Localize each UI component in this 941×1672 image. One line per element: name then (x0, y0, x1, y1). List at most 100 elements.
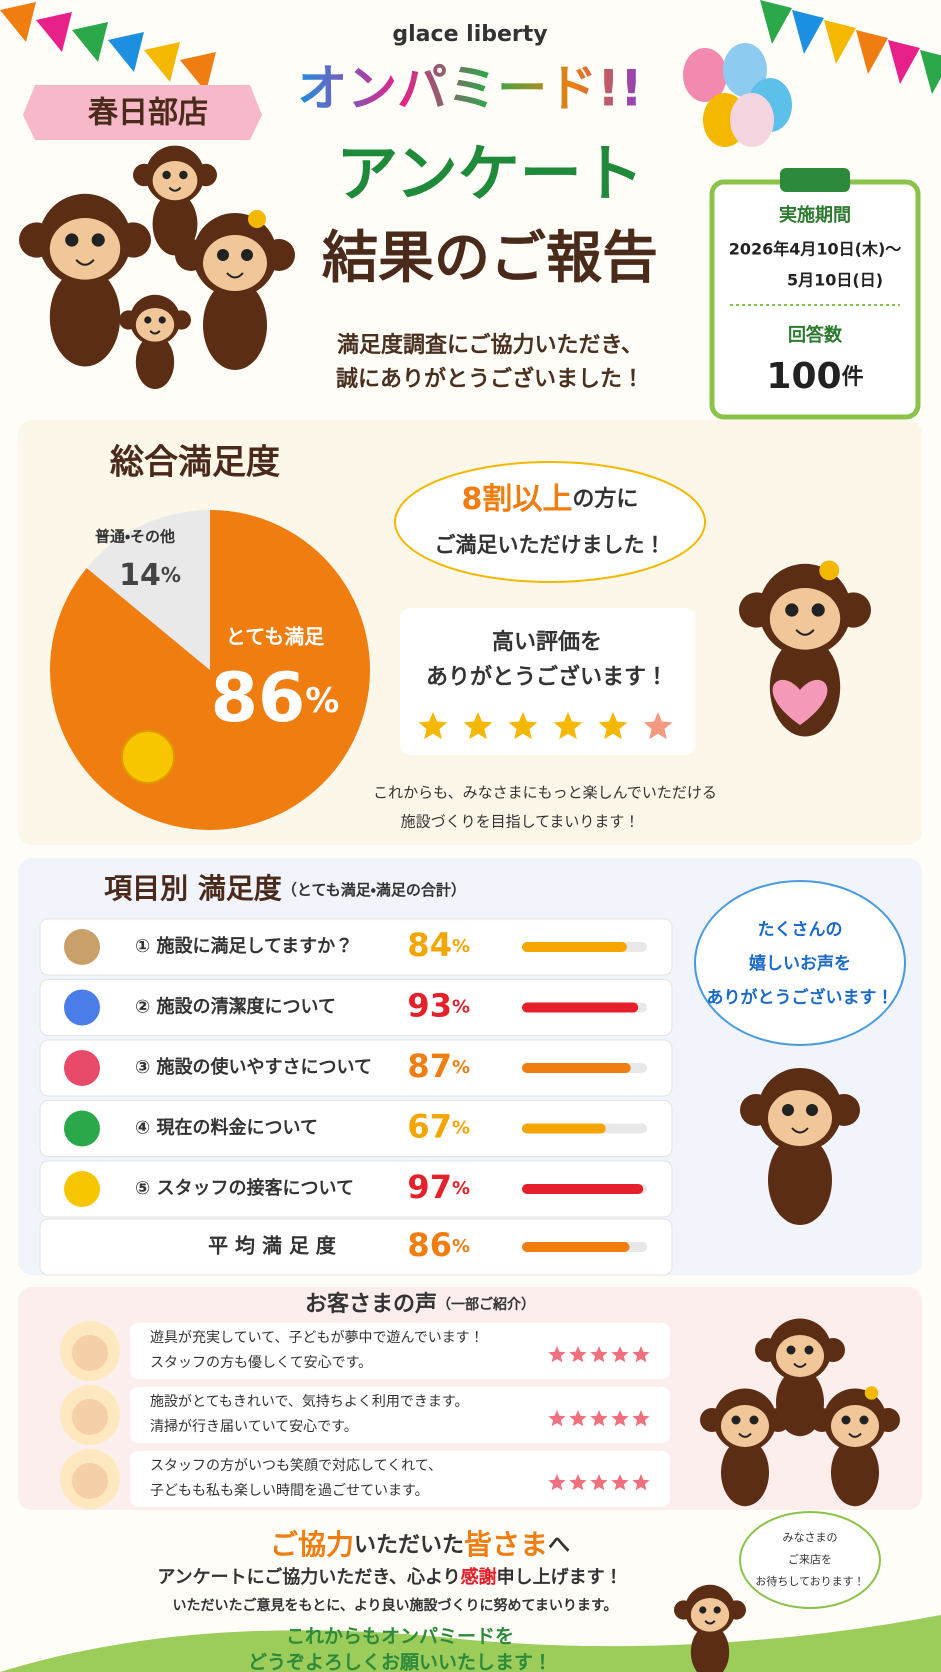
star (598, 712, 628, 740)
voice-line: 清掃が行き届いていて安心です。 (150, 1418, 358, 1435)
card-line: ありがとうございます！ (426, 664, 668, 690)
monkey-eye (841, 1415, 851, 1425)
monkey-eye (241, 249, 253, 261)
closing-title-part: へ (548, 1533, 570, 1558)
voice-card (130, 1323, 670, 1379)
pennant (72, 22, 108, 62)
closing-line: これからもオンパミードを (286, 1626, 514, 1648)
item-value-part: 86 (407, 1226, 452, 1264)
period-tab (780, 168, 850, 192)
star (548, 1474, 566, 1491)
monkey-face (690, 1598, 730, 1632)
item-row (39, 1039, 673, 1097)
monkey-eye (785, 603, 799, 617)
monkey-mouth (791, 1127, 809, 1134)
item-value-part: % (452, 936, 470, 957)
slice-value: 86% (211, 659, 340, 738)
item-value-part: % (452, 997, 470, 1018)
monkey-body (768, 1135, 832, 1225)
item-value: 86% (407, 1226, 470, 1264)
star (569, 1346, 587, 1363)
period-line: 5月10日(日) (787, 271, 883, 290)
item-icon (64, 1110, 100, 1147)
responses-part: 件 (842, 365, 864, 390)
star (611, 1346, 629, 1363)
item-value-part: % (452, 1236, 470, 1257)
star (632, 1474, 650, 1491)
monkey-face (768, 1090, 832, 1146)
monkey-face (203, 235, 267, 291)
bar (522, 1063, 631, 1073)
star (569, 1474, 587, 1491)
bubble-line: ご来店を (788, 1552, 832, 1566)
section-title-part: （一部ご紹介） (437, 1296, 535, 1313)
pennant (108, 32, 144, 72)
closing-title: ご協力いただいた皆さまへ (270, 1528, 570, 1561)
item-value: 87% (407, 1047, 470, 1085)
responses-label: 回答数 (788, 324, 843, 346)
monkey-eye (158, 316, 166, 324)
bubble-line-part: 8割以上 (462, 482, 573, 517)
footer-line: これからも、みなさまにもっと楽しんでいただける (373, 784, 717, 802)
item-label: ② 施設の清潔度について (135, 996, 336, 1018)
star (463, 712, 493, 740)
monkey-body (135, 335, 175, 389)
monkey-bow (819, 560, 840, 581)
monkey-face (49, 218, 121, 280)
monkey-eye (811, 603, 825, 617)
smile-icon (121, 730, 175, 784)
item-row (39, 918, 673, 976)
slice-value-part: 86 (211, 659, 306, 738)
section-title: 総合満足度 (110, 443, 280, 483)
bubble-line: ご満足いただけました！ (435, 533, 666, 557)
voice-line: 施設がとてもきれいで、気持ちよく利用できます。 (150, 1394, 469, 1410)
closing-line-part: 感謝 (461, 1566, 497, 1588)
pennant (760, 0, 792, 44)
pennant (36, 12, 72, 52)
speech-bubble (739, 1511, 881, 1609)
bar (522, 1002, 639, 1013)
monkey-body (831, 1438, 879, 1507)
monkey-mouth (738, 1432, 752, 1438)
item-value: 97% (407, 1168, 470, 1206)
logo: オンパミード!! (297, 60, 643, 118)
monkey-body (203, 280, 267, 370)
voice-line: 子どもも私も楽しい時間を過ごせています。 (150, 1483, 429, 1499)
title-line: 結果のご報告 (322, 226, 658, 291)
section-title: 項目別 満足度（とても満足・満足の合計） (104, 872, 466, 905)
item-value: 84% (407, 926, 470, 964)
item-row (39, 1160, 673, 1218)
balloon (730, 93, 774, 147)
voice-line: スタッフの方がいつも笑顔で対応してくれて、 (150, 1458, 442, 1474)
monkey-eye (806, 1104, 818, 1116)
item-icon (64, 1171, 100, 1207)
monkey-eye (217, 249, 229, 261)
speech-bubble (694, 880, 906, 1046)
item-icon (64, 929, 100, 965)
closing-title-part: 皆さま (464, 1528, 548, 1561)
closing-line: いただいたご意見をもとに、より良い施設づくりに努めてまいります。 (173, 1597, 618, 1614)
voice-line: 遊具が充実していて、子どもが夢中で遊んでいます！ (150, 1330, 484, 1346)
monkey-face (831, 1405, 879, 1447)
pennant (180, 52, 216, 92)
star (418, 712, 448, 740)
star (643, 712, 673, 740)
monkey-mouth (75, 259, 95, 266)
closing-line-part: 申し上げます！ (497, 1566, 623, 1588)
item-label: ① 施設に満足してますか？ (135, 935, 353, 957)
monkey-mouth (704, 1620, 716, 1625)
monkey-mouth (149, 330, 161, 335)
avatar-face (72, 1399, 108, 1435)
bubble-line: みなさまの (783, 1531, 838, 1544)
pie-slice (86, 510, 210, 670)
closing-line-part: アンケートにご協力いただき、心より (157, 1566, 460, 1588)
closing-line: アンケートにご協力いただき、心より感謝申し上げます！ (157, 1566, 622, 1588)
monkey-eye (859, 1415, 869, 1425)
bar (522, 942, 627, 952)
star (508, 712, 538, 740)
monkey-body (49, 267, 121, 367)
speech-bubble (394, 461, 706, 583)
monkey-bow (864, 1386, 879, 1400)
monkey-mouth (793, 1362, 807, 1368)
